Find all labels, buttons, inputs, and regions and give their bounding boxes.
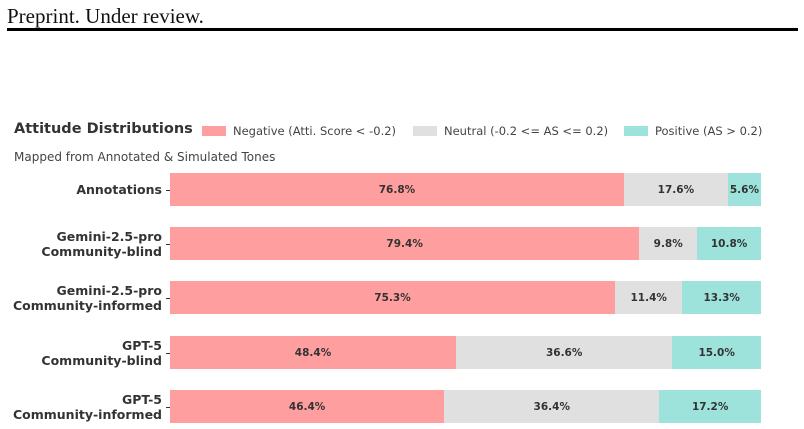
bar-segment: 75.3% — [170, 281, 616, 314]
category-label-line: Gemini-2.5-pro — [56, 228, 162, 244]
bar-segment: 5.6% — [727, 173, 761, 206]
legend-swatch-0 — [202, 126, 226, 136]
y-tick — [166, 298, 170, 299]
bar-segment: 36.4% — [444, 390, 660, 423]
bar-value-label: 10.8% — [710, 237, 748, 250]
y-tick — [166, 190, 170, 191]
header-rule — [7, 28, 798, 31]
chart-subtitle: Mapped from Annotated & Simulated Tones — [14, 150, 276, 164]
category-label-line: Community-informed — [12, 297, 162, 313]
category-label-line: Gemini-2.5-pro — [56, 282, 162, 298]
category-label: Annotations — [76, 182, 162, 197]
bar-value-label: 9.8% — [653, 237, 683, 250]
legend-label-1: Neutral (-0.2 <= AS <= 0.2) — [444, 124, 609, 138]
category-label-line: Annotations — [76, 182, 162, 197]
bar-value-label: 76.8% — [378, 183, 416, 196]
y-tick — [166, 353, 170, 354]
category-label: GPT-5 Community-informed — [13, 392, 162, 422]
bar-segment: 48.4% — [170, 336, 457, 369]
category-label-line: Community-blind — [41, 352, 162, 368]
bar-segment: 17.2% — [659, 390, 761, 423]
bar-value-label: 17.2% — [691, 400, 729, 413]
category-label-line: GPT-5 — [122, 391, 162, 407]
category-label: Gemini-2.5-pro Community-blind — [41, 229, 162, 259]
legend-swatch-2 — [624, 126, 648, 136]
legend-swatch-1 — [413, 126, 437, 136]
category-label-line: GPT-5 — [122, 337, 162, 353]
bar-segment: 9.8% — [639, 227, 698, 260]
preprint-header: Preprint. Under review. — [7, 4, 204, 28]
category-label-line: Community-blind — [41, 243, 162, 259]
bar-segment: 76.8% — [170, 173, 624, 206]
bar-segment: 10.8% — [697, 227, 761, 260]
category-label-line: Community-informed — [12, 406, 162, 422]
legend-label-2: Positive (AS > 0.2) — [655, 124, 763, 138]
bar-value-label: 11.4% — [630, 291, 667, 304]
bar-segment: 79.4% — [170, 227, 640, 260]
legend-label-0: Negative (Atti. Score < -0.2) — [233, 124, 397, 138]
y-tick — [166, 407, 170, 408]
bar-segment: 15.0% — [672, 336, 761, 369]
bar-segment: 46.4% — [170, 390, 445, 423]
bar-value-label: 15.0% — [698, 346, 735, 359]
chart-title: Attitude Distributions — [14, 121, 193, 137]
bar-segment: 36.6% — [456, 336, 673, 369]
bar-value-label: 46.4% — [288, 400, 326, 413]
bar-value-label: 36.4% — [533, 400, 570, 413]
bar-value-label: 13.3% — [703, 291, 740, 304]
bar-value-label: 36.6% — [545, 346, 583, 359]
y-tick — [166, 244, 170, 245]
bar-segment: 11.4% — [615, 281, 683, 314]
bar-value-label: 79.4% — [386, 237, 423, 250]
bar-value-label: 17.6% — [657, 183, 695, 196]
bar-segment: 13.3% — [682, 281, 761, 314]
bar-value-label: 75.3% — [374, 291, 411, 304]
bar-value-label: 5.6% — [729, 183, 759, 196]
category-label: GPT-5 Community-blind — [41, 338, 162, 368]
bar-value-label: 48.4% — [294, 346, 332, 359]
category-label: Gemini-2.5-pro Community-informed — [13, 283, 162, 313]
bar-segment: 17.6% — [623, 173, 728, 206]
